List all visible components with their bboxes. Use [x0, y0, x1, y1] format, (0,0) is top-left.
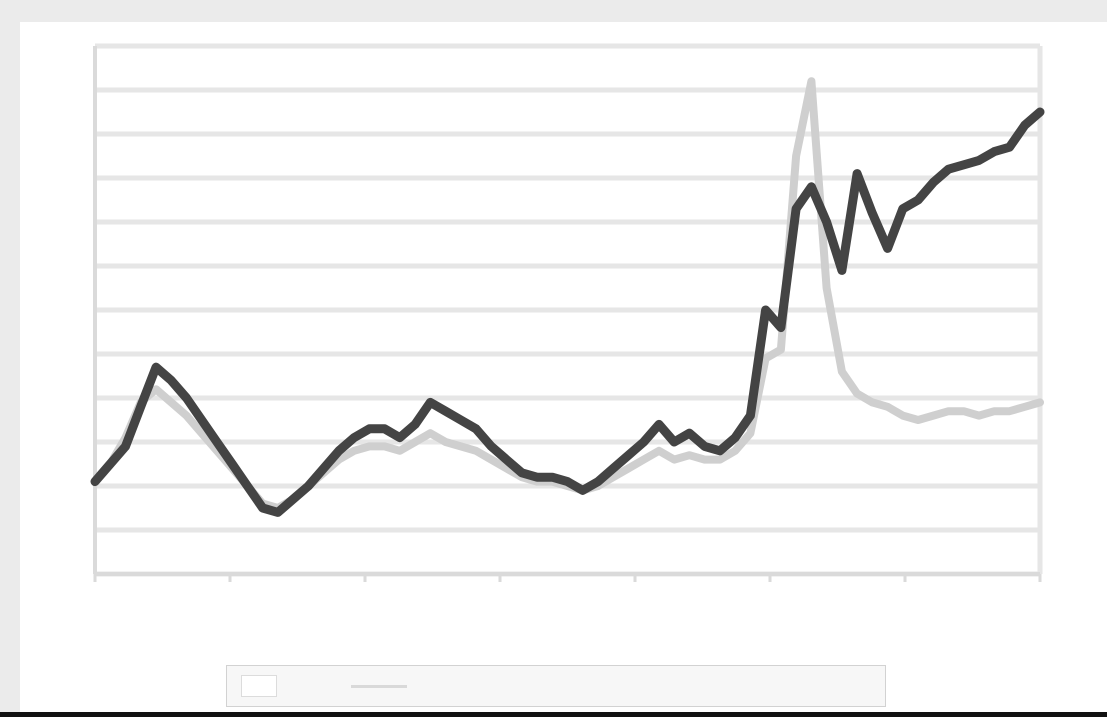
legend-item-series-1 [241, 675, 329, 697]
x-tick-labels [93, 574, 1042, 582]
gridlines [95, 43, 1043, 577]
legend-item-series-2 [343, 684, 427, 688]
legend-swatch-series-2 [351, 684, 407, 688]
series-lines [90, 77, 1045, 517]
legend-swatch-series-1 [241, 675, 277, 697]
series-line-1 [90, 107, 1045, 517]
legend [226, 665, 886, 707]
chart-panel [20, 22, 1107, 712]
bottom-edge [0, 712, 1107, 717]
